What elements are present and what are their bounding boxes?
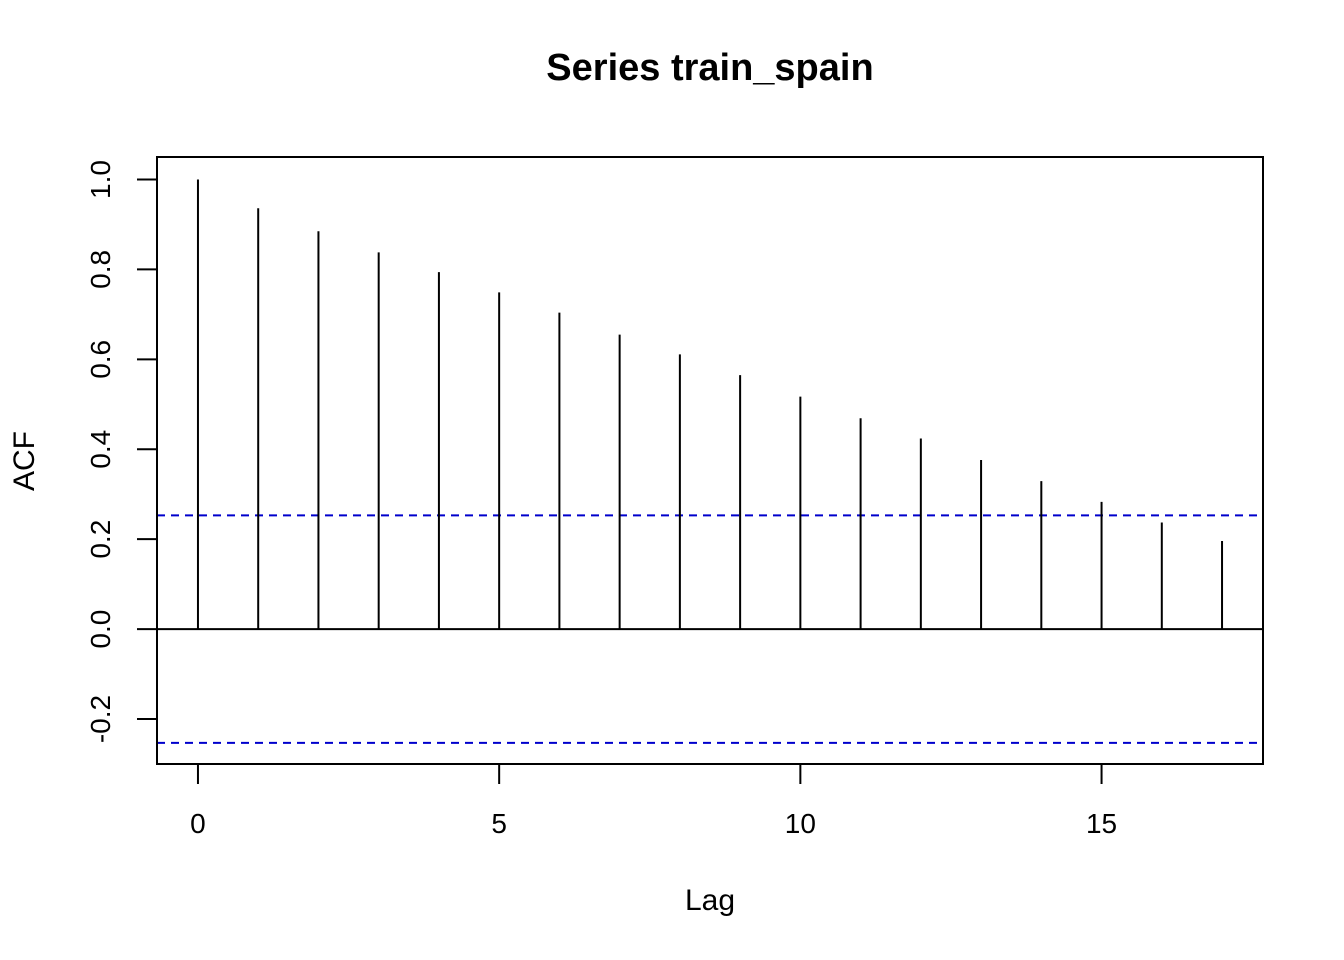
x-tick-label-15: 15 xyxy=(1086,808,1117,839)
y-tick-label-6: 1.0 xyxy=(85,160,116,199)
y-tick-label-3: 0.4 xyxy=(85,430,116,469)
y-tick-label-4: 0.6 xyxy=(85,340,116,379)
x-axis: 0 5 10 15 xyxy=(190,763,1117,839)
y-axis: -0.2 0.0 0.2 0.4 0.6 0.8 1.0 xyxy=(85,160,158,743)
y-tick-label-5: 0.8 xyxy=(85,250,116,289)
chart-title: Series train_spain xyxy=(546,47,873,89)
x-tick-label-5: 5 xyxy=(491,808,507,839)
y-tick-label-0: -0.2 xyxy=(85,695,116,743)
y-axis-label: ACF xyxy=(8,431,41,491)
x-tick-label-10: 10 xyxy=(785,808,816,839)
plot-area xyxy=(157,179,1263,744)
y-tick-label-2: 0.2 xyxy=(85,520,116,559)
y-tick-label-1: 0.0 xyxy=(85,610,116,649)
x-axis-label: Lag xyxy=(685,884,735,917)
plot-frame xyxy=(156,156,1264,765)
x-tick-label-0: 0 xyxy=(190,808,206,839)
